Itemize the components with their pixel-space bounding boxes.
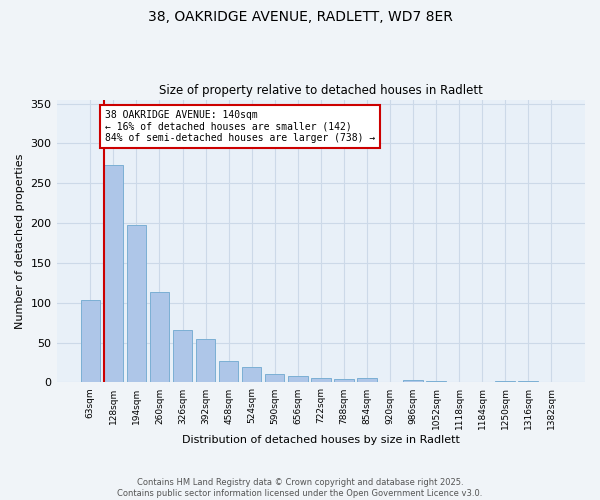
Title: Size of property relative to detached houses in Radlett: Size of property relative to detached ho… bbox=[159, 84, 483, 97]
X-axis label: Distribution of detached houses by size in Radlett: Distribution of detached houses by size … bbox=[182, 435, 460, 445]
Bar bbox=[265, 374, 284, 382]
Bar bbox=[80, 300, 100, 382]
Bar bbox=[196, 338, 215, 382]
Bar bbox=[288, 376, 308, 382]
Bar bbox=[403, 380, 423, 382]
Bar bbox=[518, 381, 538, 382]
Bar bbox=[311, 378, 331, 382]
Bar bbox=[242, 368, 262, 382]
Text: Contains HM Land Registry data © Crown copyright and database right 2025.
Contai: Contains HM Land Registry data © Crown c… bbox=[118, 478, 482, 498]
Bar bbox=[127, 226, 146, 382]
Bar bbox=[426, 381, 446, 382]
Bar bbox=[104, 165, 123, 382]
Text: 38, OAKRIDGE AVENUE, RADLETT, WD7 8ER: 38, OAKRIDGE AVENUE, RADLETT, WD7 8ER bbox=[148, 10, 452, 24]
Text: 38 OAKRIDGE AVENUE: 140sqm
← 16% of detached houses are smaller (142)
84% of sem: 38 OAKRIDGE AVENUE: 140sqm ← 16% of deta… bbox=[104, 110, 375, 143]
Bar bbox=[149, 292, 169, 382]
Y-axis label: Number of detached properties: Number of detached properties bbox=[15, 154, 25, 328]
Bar bbox=[334, 380, 353, 382]
Bar bbox=[357, 378, 377, 382]
Bar bbox=[496, 381, 515, 382]
Bar bbox=[173, 330, 193, 382]
Bar bbox=[219, 361, 238, 382]
